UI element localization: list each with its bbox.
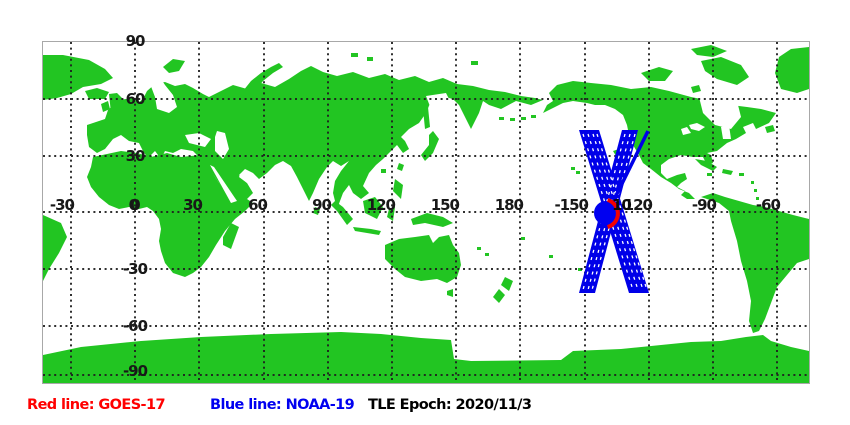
- land-philippines: [393, 179, 403, 199]
- sea-great-lakes: [689, 123, 705, 131]
- sea-james-bay: [721, 125, 731, 139]
- land-antilles-islet: [751, 181, 754, 184]
- land-pacific-islet: [578, 268, 582, 271]
- legend-goes17: Red line: GOES-17: [27, 397, 166, 413]
- lon-tick-label: 30: [183, 196, 202, 214]
- land-sakhalin: [423, 107, 430, 129]
- world-map: -30 0 30 60 90 120 150 180 -150 -120 -90…: [42, 32, 810, 384]
- graticule: [43, 42, 809, 383]
- sea-black: [185, 133, 211, 147]
- legend-tle-epoch: TLE Epoch: 2020/11/3: [368, 397, 532, 413]
- longitude-labels: -30 0 30 60 90 120 150 180 -150 -120 -90…: [50, 196, 782, 214]
- land-antilles-islet: [756, 197, 759, 200]
- land-japan: [421, 131, 439, 161]
- land-pacific-islet: [485, 253, 489, 256]
- land-antilles-islet: [754, 189, 757, 192]
- land-tasmania: [447, 289, 453, 297]
- lon-tick-label: -60: [756, 196, 781, 214]
- lat-tick-label: 90: [126, 32, 145, 50]
- land-taiwan: [397, 163, 404, 171]
- land-hainan: [381, 169, 386, 173]
- land-greenland-west: [775, 47, 809, 93]
- land-hispaniola: [722, 169, 733, 175]
- sea-baltic: [149, 73, 177, 113]
- land-jamaica: [707, 173, 712, 176]
- land-australia: [385, 235, 461, 283]
- noaa19-track-single-line: [605, 130, 650, 215]
- sea-persian-gulf: [239, 173, 251, 183]
- lon-tick-label: 150: [431, 196, 460, 214]
- land-hawaii: [576, 171, 580, 174]
- lat-tick-label: -90: [123, 362, 148, 380]
- track-dash-line: [587, 133, 639, 291]
- noaa19-position-dot: [594, 201, 618, 225]
- track-dash-line: [592, 133, 644, 291]
- land-ireland: [101, 101, 110, 112]
- track-dash-line: [582, 133, 634, 291]
- legend-noaa19: Blue line: NOAA-19: [210, 397, 355, 413]
- noaa19-ground-tracks: 10: [579, 130, 650, 293]
- land-wrangel: [471, 61, 478, 65]
- lon-tick-label: 90: [312, 196, 331, 214]
- goes17-track-arc: [606, 198, 620, 229]
- land-victoria-island: [641, 67, 673, 81]
- lon-tick-label: 180: [495, 196, 524, 214]
- land-aleutian: [521, 117, 526, 120]
- land-new-zealand-north: [501, 277, 513, 291]
- lon-tick-label: 0: [129, 196, 139, 214]
- land-aleutian: [531, 115, 536, 118]
- sea-hudson-bay: [699, 95, 741, 129]
- land-puerto-rico: [739, 173, 744, 176]
- lon-tick-label: -150: [554, 196, 588, 214]
- lat-tick-label: -30: [123, 260, 148, 278]
- land-brazil-east-wrap: [43, 215, 67, 281]
- lon-tick-label: -120: [618, 196, 652, 214]
- track-dash-line: [596, 133, 648, 291]
- land-ellesmere-island: [691, 45, 727, 57]
- land-pacific-islet: [521, 237, 525, 240]
- land-madagascar: [223, 223, 239, 249]
- land-java: [353, 227, 381, 235]
- lat-tick-label: 60: [126, 90, 145, 108]
- land-pacific-islet: [549, 255, 553, 258]
- track-time-label: 10: [612, 196, 631, 214]
- land-svalbard: [163, 59, 185, 73]
- world-map-svg: -30 0 30 60 90 120 150 180 -150 -120 -90…: [43, 32, 809, 383]
- land-iceland: [85, 88, 109, 99]
- land-newfoundland: [765, 125, 775, 133]
- latitude-labels: 90 60 30 0 -30 -60 -90: [123, 32, 149, 380]
- sea-great-lakes: [681, 127, 691, 135]
- sea-st-lawrence: [743, 123, 757, 135]
- land-new-guinea: [411, 213, 453, 227]
- sea-caspian: [215, 131, 229, 159]
- lat-tick-label: -60: [123, 317, 148, 335]
- lon-tick-label: 120: [367, 196, 396, 214]
- land-south-america: [701, 193, 809, 333]
- sea-red: [210, 165, 237, 203]
- land-new-zealand-south: [493, 289, 505, 303]
- land-sumatra: [331, 201, 353, 225]
- land-southampton-island: [691, 85, 701, 93]
- lon-tick-label: -30: [50, 196, 75, 214]
- land-borneo: [363, 197, 383, 219]
- land-cuba: [695, 159, 717, 171]
- land-greenland-east: [43, 55, 113, 100]
- land-baffin-island: [701, 57, 749, 85]
- lon-tick-label: -90: [692, 196, 717, 214]
- land-arctic-islet: [351, 53, 358, 57]
- land-hawaii: [571, 167, 575, 170]
- land-pacific-islet: [477, 247, 481, 250]
- lat-tick-label: 30: [126, 147, 145, 165]
- land-africa: [87, 151, 253, 277]
- land-antarctica: [43, 332, 809, 383]
- land-arctic-islet: [367, 57, 373, 61]
- seas: [149, 73, 757, 203]
- lat-tick-label: 0: [130, 196, 140, 214]
- land-aleutian: [510, 118, 515, 121]
- land-aleutian: [499, 117, 504, 120]
- lon-tick-label: 60: [248, 196, 267, 214]
